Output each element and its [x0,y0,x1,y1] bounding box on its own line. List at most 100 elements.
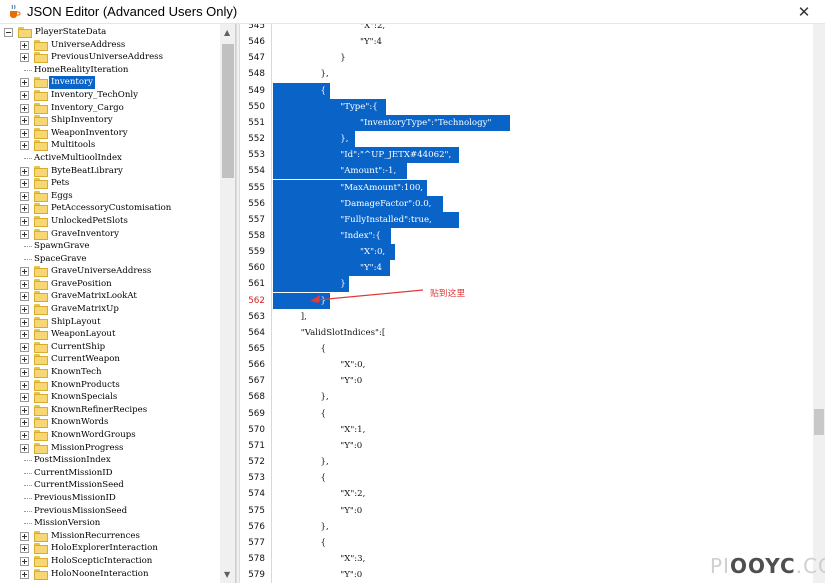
tree-item[interactable]: ByteBeatLibrary [0,165,220,178]
expand-plus-icon[interactable] [20,116,29,126]
tree-item[interactable]: PreviousMissionSeed [0,505,220,518]
expand-plus-icon[interactable] [20,292,29,302]
editor-scrollbar[interactable] [813,24,825,583]
tree-item[interactable]: ActiveMultioolIndex [0,152,220,165]
expand-plus-icon[interactable] [20,90,29,100]
close-button[interactable]: ✕ [783,0,825,24]
tree-item[interactable]: ShipInventory [0,114,220,127]
tree-item[interactable]: KnownTech [0,366,220,379]
expand-plus-icon[interactable] [20,229,29,239]
code-area[interactable]: "X":2, "Y":4}}, {"Type":{"InventoryType":"… [273,24,813,583]
tree-item[interactable]: PreviousUniverseAddress [0,51,220,64]
expand-plus-icon[interactable] [20,556,29,566]
tree-item[interactable]: KnownProducts [0,379,220,392]
expand-plus-icon[interactable] [20,179,29,189]
tree-item-label: SpawnGrave [34,241,90,252]
tree-item[interactable]: HoloExplorerInteraction [0,542,220,555]
tree-item[interactable]: PostMissionIndex [0,454,220,467]
scroll-up-arrow-icon[interactable]: ▲ [224,28,231,37]
tree-item[interactable]: HoloNooneInteraction [0,568,220,581]
expand-plus-icon[interactable] [20,443,29,453]
tree-item[interactable]: Inventory_Cargo [0,102,220,115]
tree-item[interactable]: SpaceGrave [0,253,220,266]
expand-plus-icon[interactable] [20,418,29,428]
tree-scrollbar-thumb[interactable] [222,44,234,178]
editor-scrollbar-thumb[interactable] [814,409,824,435]
expand-plus-icon[interactable] [20,531,29,541]
tree-item[interactable]: PetAccessoryCustomisation [0,202,220,215]
expand-plus-icon[interactable] [20,216,29,226]
tree-item[interactable]: WeaponLayout [0,328,220,341]
line-number: 551 [248,117,265,128]
expand-plus-icon[interactable] [20,305,29,315]
tree-item[interactable]: GraveMatrixUp [0,303,220,316]
tree-connector [24,523,32,525]
expand-plus-icon[interactable] [20,166,29,176]
tree-item[interactable]: CurrentMissionSeed [0,479,220,492]
tree-item[interactable]: Pets [0,177,220,190]
tree-item[interactable]: CurrentWeapon [0,353,220,366]
tree-item[interactable]: MissionVersion [0,517,220,530]
code-line: } [340,53,346,64]
tree-item[interactable]: GraveInventory [0,228,220,241]
expand-plus-icon[interactable] [20,53,29,63]
tree-item[interactable]: Inventory_TechOnly [0,89,220,102]
expand-plus-icon[interactable] [20,431,29,440]
tree-item[interactable]: GraveMatrixLookAt [0,290,220,303]
tree-list: PlayerStateData UniverseAddress PreviousUn… [0,26,220,580]
tree-item[interactable]: CurrentMissionID [0,467,220,480]
expand-plus-icon[interactable] [20,368,29,378]
tree-item-label: Inventory_TechOnly [51,89,138,100]
expand-plus-icon[interactable] [20,393,29,403]
expand-plus-icon[interactable] [20,103,29,113]
expand-plus-icon[interactable] [20,355,29,365]
tree-item[interactable]: PreviousMissionID [0,492,220,505]
expand-plus-icon[interactable] [20,204,29,214]
scroll-down-arrow-icon[interactable]: ▼ [224,570,231,579]
expand-plus-icon[interactable] [20,267,29,277]
tree-item[interactable]: KnownWordGroups [0,429,220,442]
tree-item[interactable]: HoloScepticInteraction [0,555,220,568]
tree-item[interactable]: GraveUniverseAddress [0,265,220,278]
expand-plus-icon[interactable] [20,40,29,50]
tree-connector [24,258,32,260]
tree-item[interactable]: ShipLayout [0,316,220,329]
expand-plus-icon[interactable] [20,405,29,415]
annotation-note: 贴到这里 [430,289,466,299]
expand-plus-icon[interactable] [20,317,29,327]
tree-item[interactable]: WeaponInventory [0,127,220,140]
collapse-minus-icon[interactable] [4,28,13,37]
json-editor-pane[interactable]: 545 546 547 548 549 550 551 552 553 554 555 556 557 5… [240,24,825,583]
tree-item-label: UniverseAddress [51,39,126,50]
expand-plus-icon[interactable] [20,279,29,289]
expand-plus-icon[interactable] [20,141,29,151]
tree-scrollbar[interactable]: ▲ ▼ [220,24,235,583]
expand-plus-icon[interactable] [20,330,29,340]
tree-item[interactable]: HomeRealityIteration [0,64,220,77]
tree-item[interactable]: KnownWords [0,416,220,429]
expand-plus-icon[interactable] [20,128,29,138]
tree-item[interactable]: Eggs [0,190,220,203]
tree-item[interactable]: SpawnGrave [0,240,220,253]
tree-item[interactable]: Multitools [0,139,220,152]
tree-item[interactable]: Inventory [0,76,220,89]
expand-plus-icon[interactable] [20,544,29,554]
tree-item[interactable]: PlayerStateData [0,26,220,39]
expand-plus-icon[interactable] [20,569,29,579]
expand-plus-icon[interactable] [20,78,29,88]
expand-plus-icon[interactable] [20,380,29,390]
tree-item[interactable]: UnlockedPetSlots [0,215,220,228]
pane-splitter[interactable] [236,24,240,583]
expand-plus-icon[interactable] [20,191,29,201]
tree-item[interactable]: MissionProgress [0,442,220,455]
folder-icon [34,228,48,240]
tree-item[interactable]: MissionRecurrences [0,530,220,543]
folder-icon [18,27,32,38]
tree-item[interactable]: KnownSpecials [0,391,220,404]
tree-item[interactable]: UniverseAddress [0,39,220,52]
code-line: "Y":4 [360,37,382,48]
tree-item[interactable]: CurrentShip [0,341,220,354]
expand-plus-icon[interactable] [20,342,29,352]
tree-item[interactable]: GravePosition [0,278,220,291]
tree-item[interactable]: KnownRefinerRecipes [0,404,220,417]
